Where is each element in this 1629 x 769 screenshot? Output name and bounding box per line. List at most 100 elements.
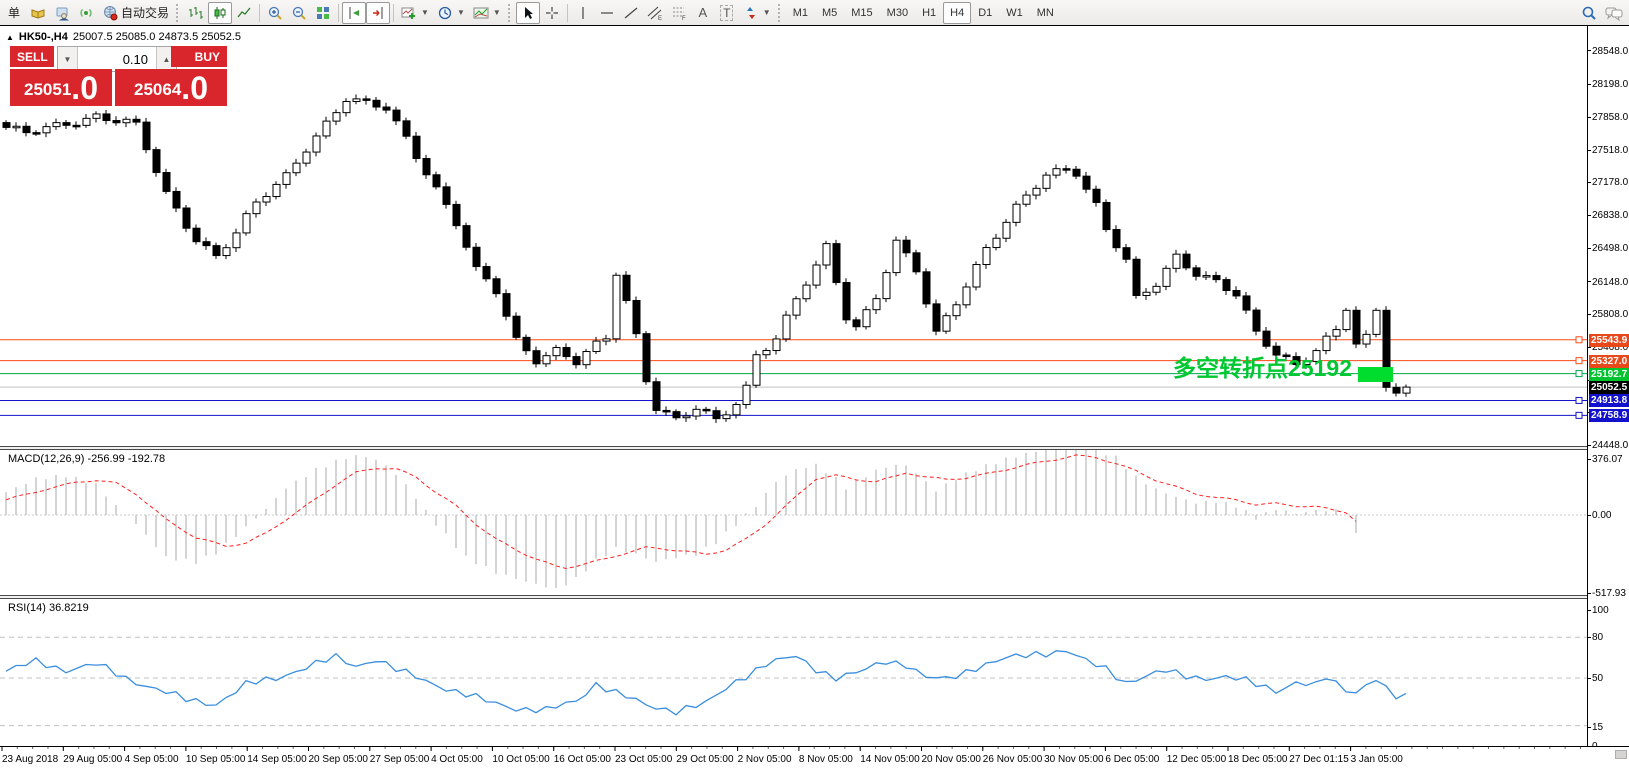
text-tool-icon: A (698, 5, 708, 20)
timeframe-h4[interactable]: H4 (943, 1, 972, 24)
price-line-handle (1575, 357, 1583, 365)
text-tool-button[interactable]: A (691, 2, 715, 24)
price-chart[interactable] (0, 26, 1587, 446)
broadcast-icon (80, 8, 92, 17)
channel-tool-button[interactable]: E (643, 2, 667, 24)
candle (232, 228, 241, 252)
chat-button[interactable] (1601, 2, 1627, 24)
buy-price-button[interactable]: 25064 .0 (115, 69, 227, 106)
timeframe-h1[interactable]: H1 (922, 6, 937, 19)
timeframe-m5[interactable]: M5 (821, 6, 838, 19)
annotation-text: 多空转折点25192 (1173, 355, 1352, 381)
candle (972, 261, 981, 291)
toolbar-separator (566, 3, 568, 22)
price-tick-label: 26498.0 (1588, 243, 1628, 254)
candle (92, 111, 101, 123)
macd-chart[interactable] (0, 450, 1587, 595)
rsi-tick-label: 15 (1588, 722, 1603, 733)
candlestick-chart-button[interactable] (208, 1, 233, 24)
periods-button[interactable]: ▼ (433, 2, 469, 24)
zoom-out-button[interactable] (287, 2, 311, 24)
collapse-icon[interactable]: ▲ (6, 32, 14, 42)
line-chart-icon (237, 7, 251, 17)
vertical-line-tool-button[interactable] (571, 2, 595, 24)
candle (142, 117, 151, 154)
search-button[interactable] (1577, 2, 1601, 24)
dropdown-caret-icon: ▼ (421, 8, 429, 17)
candle (1252, 307, 1261, 336)
candle (1022, 190, 1031, 207)
volume-value[interactable]: 0.10 (122, 51, 148, 67)
sell-price-main: 25051 (24, 80, 72, 99)
timeframe-w1[interactable]: W1 (1006, 6, 1023, 19)
price-axis[interactable]: 28548.0 28198.0 27858.0 27518.0 27178.0 26838… (1587, 26, 1629, 752)
time-label: 26 Nov 05:00 (983, 754, 1043, 765)
timeframe-mn[interactable]: MN (1036, 6, 1054, 19)
candle (902, 235, 911, 258)
candle (1182, 250, 1191, 271)
timeframe-m15[interactable]: M15 (851, 6, 873, 19)
price-tick-label: 28198.0 (1588, 79, 1628, 90)
candle (782, 310, 791, 342)
indicators-button[interactable]: ▼ (397, 2, 433, 24)
candle (1292, 352, 1301, 368)
candle (992, 233, 1001, 251)
sell-button[interactable]: SELL (10, 46, 54, 67)
line-chart-button[interactable] (232, 2, 256, 24)
guidebook-button[interactable] (26, 2, 50, 24)
trendline-tool-button[interactable] (619, 2, 643, 24)
candle (1212, 271, 1221, 283)
signals-button[interactable] (74, 2, 98, 24)
candle (962, 282, 971, 309)
arrows-tool-button[interactable]: ▼ (739, 2, 775, 24)
bar-chart-button[interactable] (184, 2, 208, 24)
timeframe-m30[interactable]: M30 (886, 6, 909, 19)
toolbar-separator (338, 3, 340, 22)
pane-splitter[interactable] (0, 446, 1629, 450)
candle (522, 334, 531, 355)
indicators-icon (401, 7, 416, 19)
ohlc-values: 25007.5 25085.0 24873.5 25052.5 (72, 31, 242, 43)
candle (832, 239, 841, 286)
crosshair-icon (545, 6, 558, 19)
fibonacci-tool-button[interactable]: F (667, 2, 691, 24)
candle (412, 131, 421, 163)
cursor-tool-button[interactable] (515, 1, 540, 24)
candle (662, 406, 671, 416)
horizontal-line-tool-button[interactable] (595, 2, 619, 24)
candle (1112, 225, 1121, 252)
autotrading-button[interactable]: 自动交易 (98, 2, 173, 24)
time-axis[interactable]: 23 Aug 2018 29 Aug 05:00 4 Sep 05:00 10 Sep… (0, 746, 1629, 769)
candle (872, 294, 881, 314)
candle (532, 346, 541, 368)
new-order-button[interactable]: 单 (2, 2, 26, 24)
crosshair-tool-button[interactable] (540, 2, 564, 24)
macd-indicator-label: MACD(12,26,9) -256.99 -192.78 (8, 453, 166, 465)
community-button[interactable] (50, 2, 74, 24)
candle (672, 409, 681, 421)
rsi-chart[interactable] (0, 599, 1587, 746)
sell-price-button[interactable]: 25051 .0 (10, 69, 112, 106)
volume-decrease-button[interactable]: ▼ (58, 47, 78, 71)
candle (862, 305, 871, 330)
candle (1172, 249, 1181, 273)
timeframe-m1[interactable]: M1 (792, 6, 808, 19)
candle (612, 272, 621, 343)
buy-button[interactable]: BUY (171, 46, 227, 67)
auto-scroll-icon (373, 6, 383, 19)
auto-scroll-button[interactable] (366, 1, 391, 24)
candle (282, 169, 291, 189)
timeframe-d1[interactable]: D1 (978, 6, 993, 19)
time-label: 18 Dec 05:00 (1228, 754, 1288, 765)
zoom-in-button[interactable] (263, 2, 287, 24)
pane-splitter[interactable] (0, 595, 1629, 599)
time-label: 16 Oct 05:00 (554, 754, 612, 765)
templates-button[interactable]: ▼ (469, 2, 505, 24)
candle (642, 331, 651, 385)
candle (1332, 325, 1341, 341)
candle (492, 275, 501, 298)
text-label-tool-button[interactable]: T (715, 2, 739, 24)
tile-windows-button[interactable] (311, 2, 335, 24)
symbol-label: HK50-,H4 (18, 31, 68, 43)
chart-shift-button[interactable] (342, 1, 367, 24)
